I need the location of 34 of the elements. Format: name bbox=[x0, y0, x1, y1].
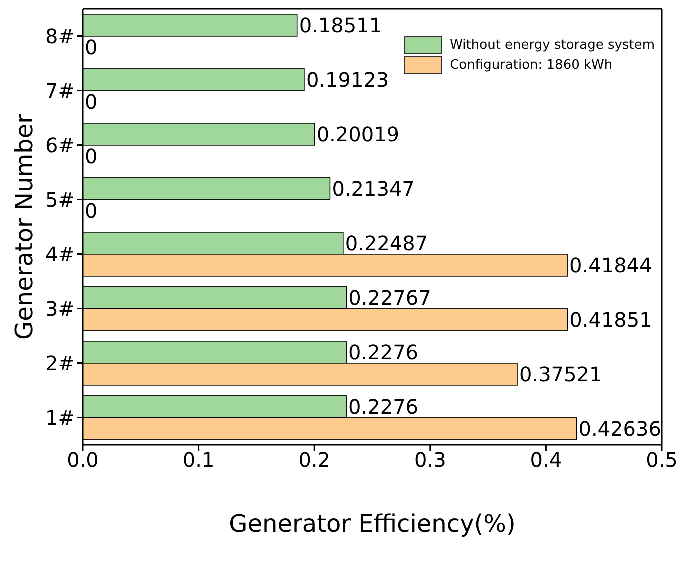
data-label: 0 bbox=[85, 35, 98, 60]
data-label: 0.19123 bbox=[306, 68, 390, 92]
data-label: 0.18511 bbox=[299, 13, 382, 38]
data-label: 0.42636 bbox=[578, 416, 662, 441]
data-label: 0.2276 bbox=[348, 394, 419, 419]
y-tick-label: 1# bbox=[46, 406, 75, 430]
legend-label: Configuration: 1860 kWh bbox=[450, 58, 613, 72]
x-tick-label: 0.4 bbox=[530, 448, 562, 472]
x-tick-label: 0.5 bbox=[646, 448, 678, 472]
y-tick-label: 2# bbox=[46, 351, 75, 376]
data-label: 0.37521 bbox=[519, 362, 602, 386]
data-label: 0.22767 bbox=[348, 286, 432, 310]
data-label: 0 bbox=[85, 90, 98, 114]
x-tick-label: 0.1 bbox=[182, 448, 215, 472]
legend-label: Without energy storage system bbox=[450, 38, 655, 52]
y-tick-label: 7# bbox=[46, 78, 75, 103]
data-label: 0.41844 bbox=[570, 253, 652, 278]
x-tick-label: 0.0 bbox=[67, 448, 99, 472]
data-label: 0 bbox=[85, 198, 98, 223]
data-label: 0.20019 bbox=[316, 122, 400, 146]
y-tick-label: 3# bbox=[46, 296, 75, 321]
data-label: 0 bbox=[85, 144, 98, 168]
y-tick-label: 6# bbox=[46, 133, 75, 158]
x-tick-label: 0.2 bbox=[298, 448, 331, 472]
data-label: 0.22487 bbox=[345, 231, 428, 256]
x-tick-label: 0.3 bbox=[414, 448, 446, 472]
x-axis-title: Generator Efficiency(%) bbox=[229, 510, 516, 538]
data-label: 0.41851 bbox=[570, 308, 652, 332]
y-axis-title: Generator Number bbox=[10, 114, 39, 340]
y-tick-label: 5# bbox=[46, 188, 75, 212]
y-tick-label: 8# bbox=[46, 24, 75, 48]
data-label: 0.21347 bbox=[332, 176, 415, 201]
data-label: 0.2276 bbox=[348, 340, 419, 364]
y-tick-label: 4# bbox=[46, 242, 75, 266]
